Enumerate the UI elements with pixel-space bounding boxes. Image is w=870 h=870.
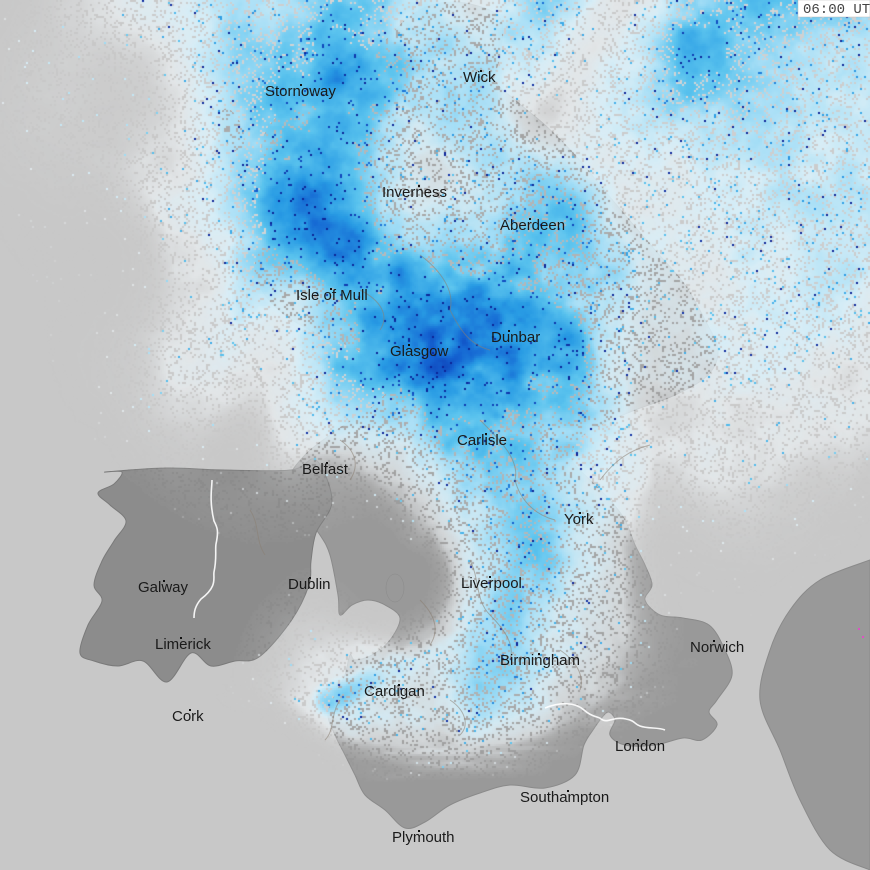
svg-text:Southampton: Southampton xyxy=(520,789,609,806)
svg-text:06:00 UTC: 06:00 UTC xyxy=(803,2,870,18)
svg-text:Plymouth: Plymouth xyxy=(392,829,455,846)
svg-text:York: York xyxy=(564,511,594,528)
svg-text:Cork: Cork xyxy=(172,708,204,725)
svg-text:Inverness: Inverness xyxy=(382,184,447,201)
svg-text:London: London xyxy=(615,738,665,755)
svg-text:Belfast: Belfast xyxy=(302,461,349,478)
svg-text:Isle of Mull: Isle of Mull xyxy=(296,287,368,304)
svg-text:Aberdeen: Aberdeen xyxy=(500,217,565,234)
svg-text:Birmingham: Birmingham xyxy=(500,652,580,669)
svg-text:Dublin: Dublin xyxy=(288,576,331,593)
svg-text:Carlisle: Carlisle xyxy=(457,432,507,449)
svg-text:Liverpool: Liverpool xyxy=(461,575,522,592)
svg-text:Galway: Galway xyxy=(138,579,189,596)
svg-text:Glasgow: Glasgow xyxy=(390,343,449,360)
svg-text:Stornoway: Stornoway xyxy=(265,83,336,100)
svg-text:Wick: Wick xyxy=(463,69,496,86)
svg-text:Norwich: Norwich xyxy=(690,639,744,656)
svg-text:Cardigan: Cardigan xyxy=(364,683,425,700)
svg-text:Dunbar: Dunbar xyxy=(491,329,540,346)
svg-text:Limerick: Limerick xyxy=(155,636,211,653)
